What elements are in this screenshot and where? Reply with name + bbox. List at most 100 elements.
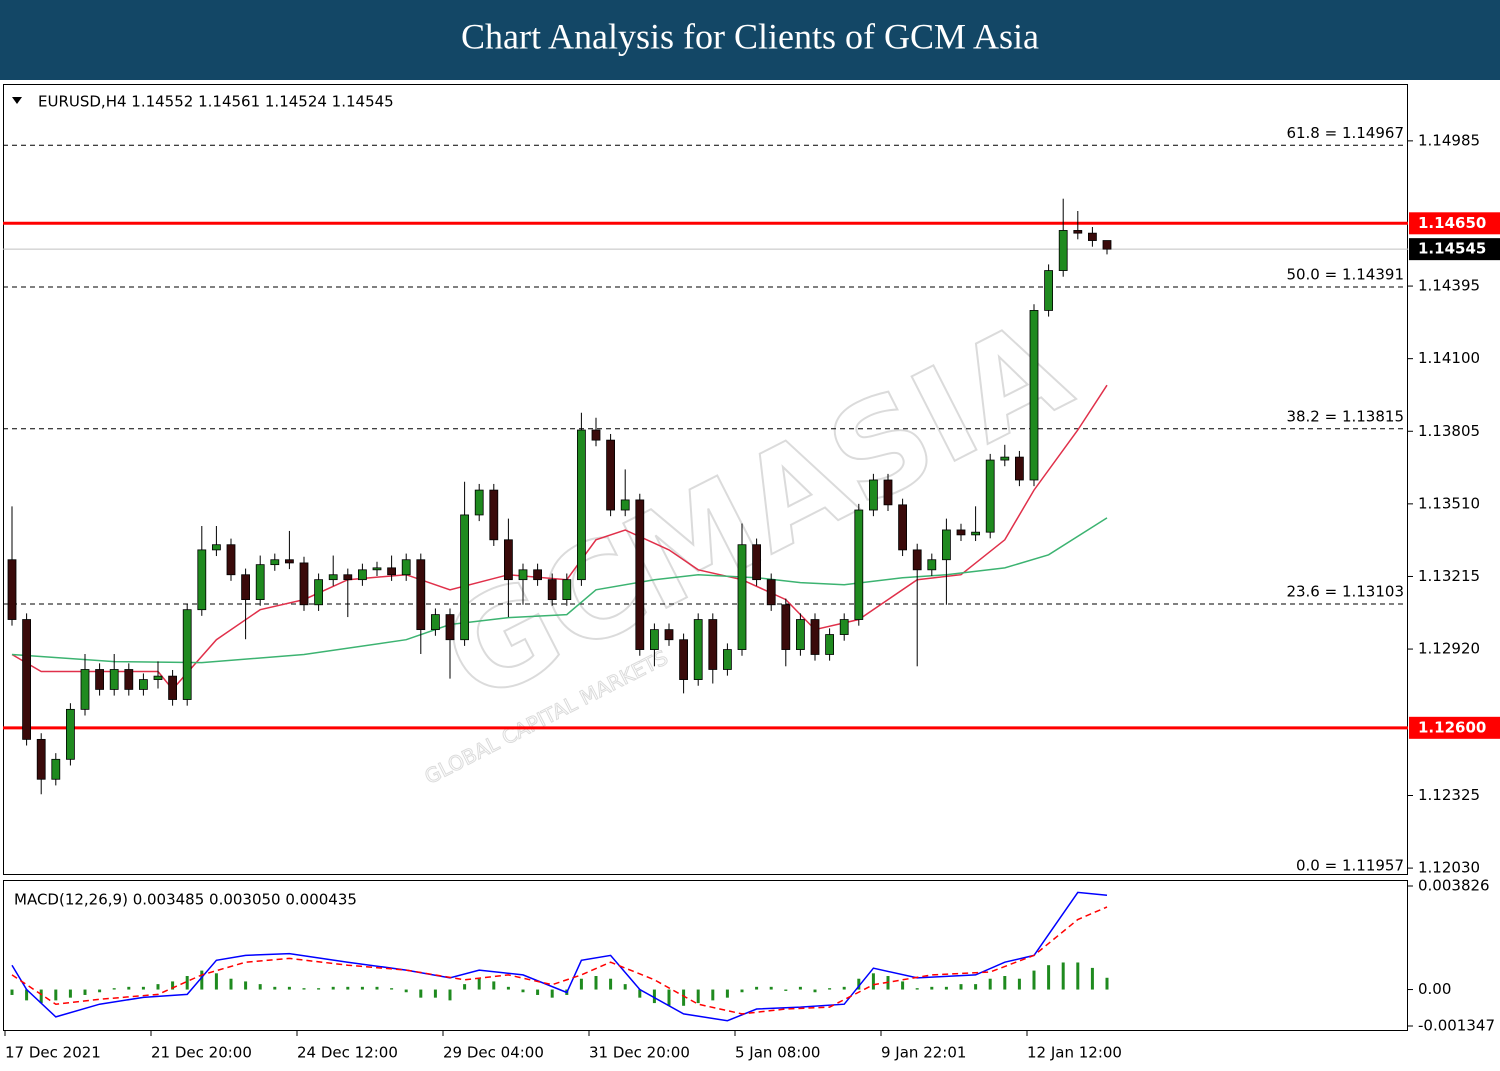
candle-body (898, 504, 907, 551)
histogram-bar (433, 989, 437, 998)
candle-body (912, 549, 922, 571)
x-tick-label: 9 Jan 22:01 (881, 1044, 966, 1062)
histogram-bar (463, 984, 467, 990)
candle-body (766, 579, 776, 606)
candle-body (430, 614, 440, 631)
price-label-bg (1409, 238, 1500, 261)
candle-body (343, 574, 353, 581)
histogram-bar (127, 986, 131, 990)
candle-body (241, 574, 251, 600)
histogram-bar (711, 989, 715, 1001)
candle-body (1058, 230, 1068, 271)
histogram-bar (536, 989, 540, 995)
histogram-bar (98, 989, 102, 993)
histogram-bar (857, 978, 861, 990)
candle-body (664, 629, 674, 641)
price-label-bg (1409, 716, 1500, 739)
candle-body (1000, 456, 1010, 461)
histogram-bar (258, 984, 262, 990)
y-tick-label: 1.12030 (1418, 859, 1480, 877)
fib-label: 23.6 = 1.13103 (1286, 583, 1404, 601)
histogram-bar (609, 978, 613, 990)
candle-body (883, 479, 893, 506)
histogram-bar (39, 989, 43, 1004)
candle-body (942, 529, 951, 561)
candle-body (1015, 456, 1024, 481)
histogram-bar (667, 989, 671, 1006)
candle-body (1102, 240, 1112, 250)
histogram-bar (944, 986, 948, 990)
indicator-line (11, 906, 1108, 1015)
histogram-bar (477, 978, 481, 990)
histogram-bar (1047, 965, 1051, 990)
candle-body (518, 569, 528, 581)
histogram-bar (346, 986, 350, 990)
macd-info: MACD(12,26,9) 0.003485 0.003050 0.000435 (14, 891, 357, 909)
y-tick-label: 0.00 (1418, 980, 1451, 998)
candle-body (839, 619, 849, 635)
histogram-bar (652, 989, 656, 1004)
histogram-bar (579, 978, 583, 990)
histogram-bar (404, 989, 408, 993)
histogram-bar (930, 986, 934, 990)
histogram-bar (273, 986, 277, 990)
histogram-bar (419, 989, 423, 998)
x-tick-label: 29 Dec 04:00 (443, 1044, 544, 1062)
candle-body (927, 559, 937, 571)
histogram-bar (521, 989, 525, 993)
x-tick-label: 5 Jan 08:00 (735, 1044, 820, 1062)
histogram-bar (769, 986, 773, 990)
y-tick-label: 1.13510 (1418, 494, 1480, 512)
candle-body (708, 619, 718, 670)
histogram-bar (842, 986, 846, 990)
candle-body (503, 539, 513, 581)
candle-body (796, 619, 805, 650)
histogram-bar (229, 978, 233, 990)
price-label: 1.14545 (1418, 240, 1486, 258)
header-bar (0, 0, 1500, 80)
histogram-bar (287, 986, 291, 990)
histogram-bar (901, 981, 905, 990)
histogram-bar (915, 988, 919, 990)
price-panel (3, 84, 1408, 875)
histogram-bar (682, 989, 686, 1006)
y-tick-label: 1.14395 (1418, 277, 1480, 295)
candle-body (372, 567, 382, 571)
price-label: 1.12600 (1418, 718, 1486, 736)
candle-body (197, 549, 207, 611)
histogram-bar (331, 986, 335, 990)
y-tick-label: 1.12920 (1418, 640, 1480, 658)
candle-body (752, 544, 761, 581)
candle-body (36, 738, 46, 780)
candle-body (810, 619, 820, 655)
indicator-line (11, 384, 1108, 691)
candle-body (7, 559, 17, 620)
candle-body (387, 567, 397, 576)
candle-body (401, 559, 411, 576)
candle-body (869, 479, 878, 511)
histogram-bar (83, 989, 87, 995)
histogram-bar (740, 989, 744, 993)
histogram-bar (638, 989, 642, 998)
x-tick-label: 24 Dec 12:00 (297, 1044, 398, 1062)
candle-body (1073, 230, 1083, 234)
y-tick-label: 1.12325 (1418, 786, 1480, 804)
histogram-bar (506, 986, 510, 990)
histogram-bar (1017, 978, 1021, 990)
price-label-bg (1409, 212, 1500, 235)
histogram-bar (959, 984, 963, 990)
histogram-bar (1105, 977, 1109, 990)
candle-body (66, 708, 75, 760)
candle-body (211, 544, 221, 551)
candle-body (1044, 270, 1053, 311)
fib-label: 61.8 = 1.14967 (1286, 124, 1404, 142)
candle-body (416, 559, 426, 631)
histogram-bar (360, 986, 364, 990)
candle-body (854, 509, 864, 620)
histogram-bar (1061, 962, 1065, 990)
candle-body (138, 679, 148, 690)
histogram-bar (244, 981, 248, 990)
y-tick-label: 0.003826 (1418, 877, 1490, 895)
histogram-bar (171, 981, 175, 990)
